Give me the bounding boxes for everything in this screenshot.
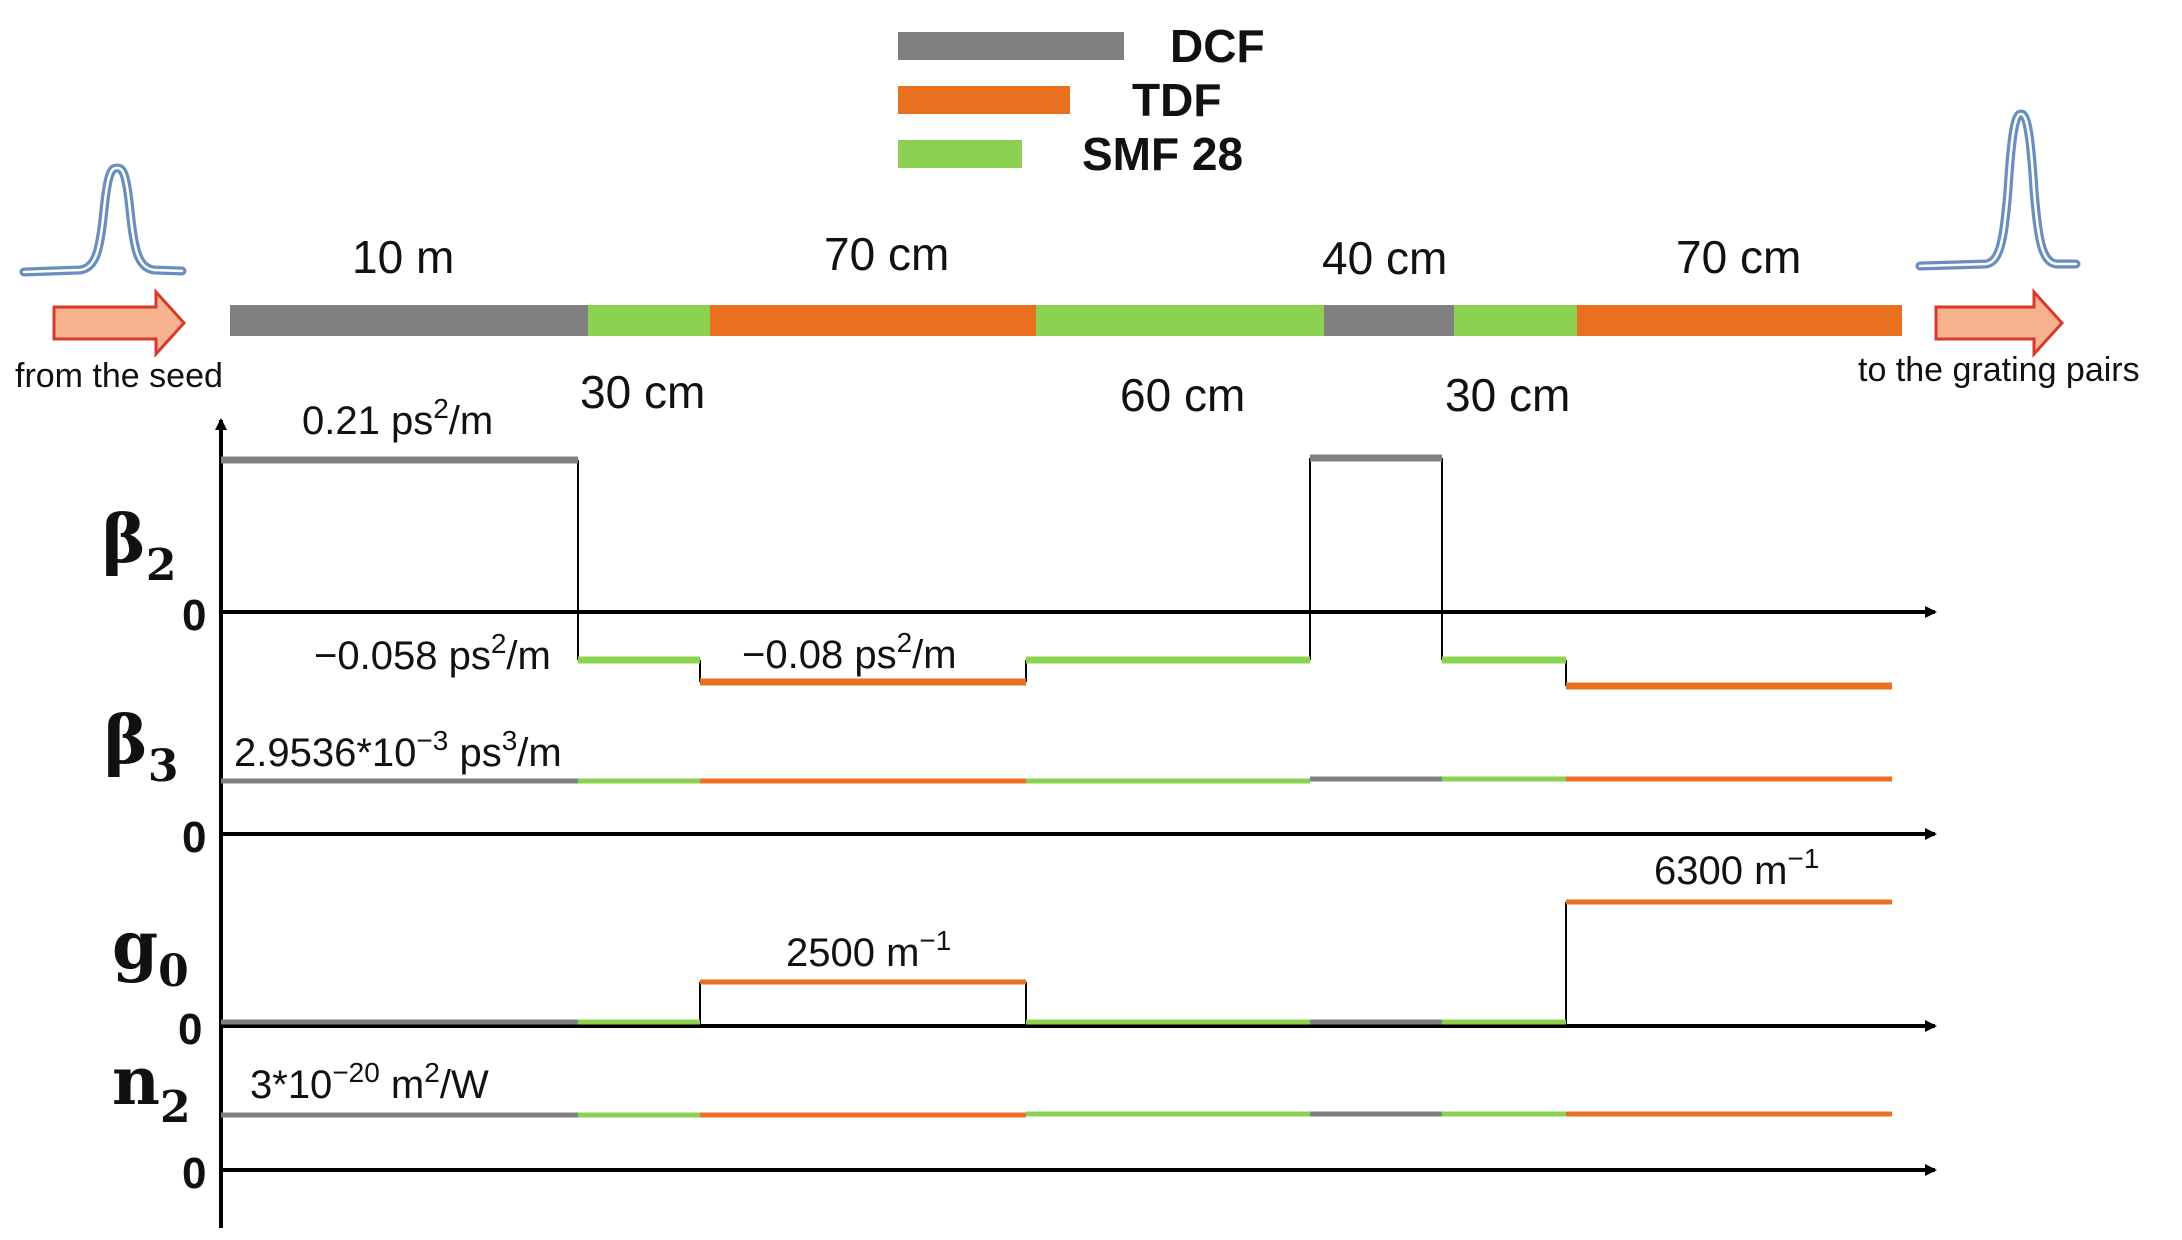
legend-label-dcf: DCF	[1170, 20, 1265, 72]
beta2-dcf-value: 0.21 ps2/m	[302, 393, 493, 443]
length-label-tdf-2: 70 cm	[1676, 231, 1801, 283]
n2-value: 3*10−20 m2/W	[250, 1057, 489, 1107]
fiber-segment-dcf-40cm	[1324, 305, 1454, 336]
beta3-zero-label: 0	[182, 813, 206, 862]
length-label-smf-1: 30 cm	[580, 366, 705, 418]
legend-swatch-smf28	[898, 140, 1022, 168]
g0-tdf2-value: 6300 m−1	[1654, 843, 1819, 893]
g0-tdf1-value: 2500 m−1	[786, 925, 951, 975]
fiber-bar	[230, 305, 1902, 336]
n2-profile: 3*10−20 m2/W	[221, 1057, 1892, 1118]
fiber-segment-dcf-10m	[230, 305, 588, 336]
length-label-smf-2: 60 cm	[1120, 369, 1245, 421]
fiber-segment-smf-30cm-2	[1454, 305, 1577, 336]
legend-label-smf28: SMF 28	[1082, 128, 1243, 180]
beta2-tdf-value: −0.08 ps2/m	[742, 627, 957, 677]
beta2-profile: 0.21 ps2/m −0.058 ps2/m −0.08 ps2/m	[221, 393, 1892, 690]
fiber-segment-tdf-70cm	[710, 305, 1036, 336]
legend-swatch-dcf	[898, 32, 1124, 60]
beta3-profile: 2.9536*10−3 ps3/m	[221, 725, 1892, 784]
axis-names: β2 0 β3 0 g0 0 n2 0	[102, 500, 206, 1198]
beta2-axis-name: β2	[102, 500, 176, 591]
beta2-smf-value: −0.058 ps2/m	[314, 628, 551, 678]
input-label: from the seed	[15, 357, 223, 395]
output-pulse: to the grating pairs	[1858, 109, 2140, 389]
output-pulse-icon	[1915, 109, 2081, 271]
legend-swatch-tdf	[898, 86, 1070, 114]
g0-profile: 2500 m−1 6300 m−1	[221, 843, 1892, 1026]
n2-axis-name: n2	[112, 1042, 191, 1133]
length-label-tdf-1: 70 cm	[824, 228, 949, 280]
beta3-axis-name: β3	[104, 701, 178, 792]
g0-axis-name: g0	[112, 906, 189, 997]
legend-label-tdf: TDF	[1132, 74, 1221, 126]
output-label: to the grating pairs	[1858, 351, 2140, 389]
beta2-zero-label: 0	[182, 591, 206, 640]
input-pulse: from the seed	[15, 163, 223, 395]
length-label-dcf-1: 10 m	[352, 231, 454, 283]
g0-zero-label: 0	[178, 1005, 202, 1054]
beta3-value: 2.9536*10−3 ps3/m	[234, 725, 562, 775]
fiber-segment-tdf-70cm-2	[1577, 305, 1902, 336]
fiber-segment-smf-30cm	[588, 305, 710, 336]
fiber-segment-smf-60cm	[1036, 305, 1324, 336]
segment-lengths: 10 m 30 cm 70 cm 60 cm 40 cm 30 cm 70 cm	[352, 228, 1801, 421]
input-arrow-icon	[52, 288, 187, 358]
legend: DCF TDF SMF 28	[898, 20, 1265, 180]
length-label-smf-3: 30 cm	[1445, 369, 1570, 421]
length-label-dcf-2: 40 cm	[1322, 232, 1447, 284]
output-arrow-icon	[1934, 288, 2065, 358]
n2-zero-label: 0	[182, 1149, 206, 1198]
